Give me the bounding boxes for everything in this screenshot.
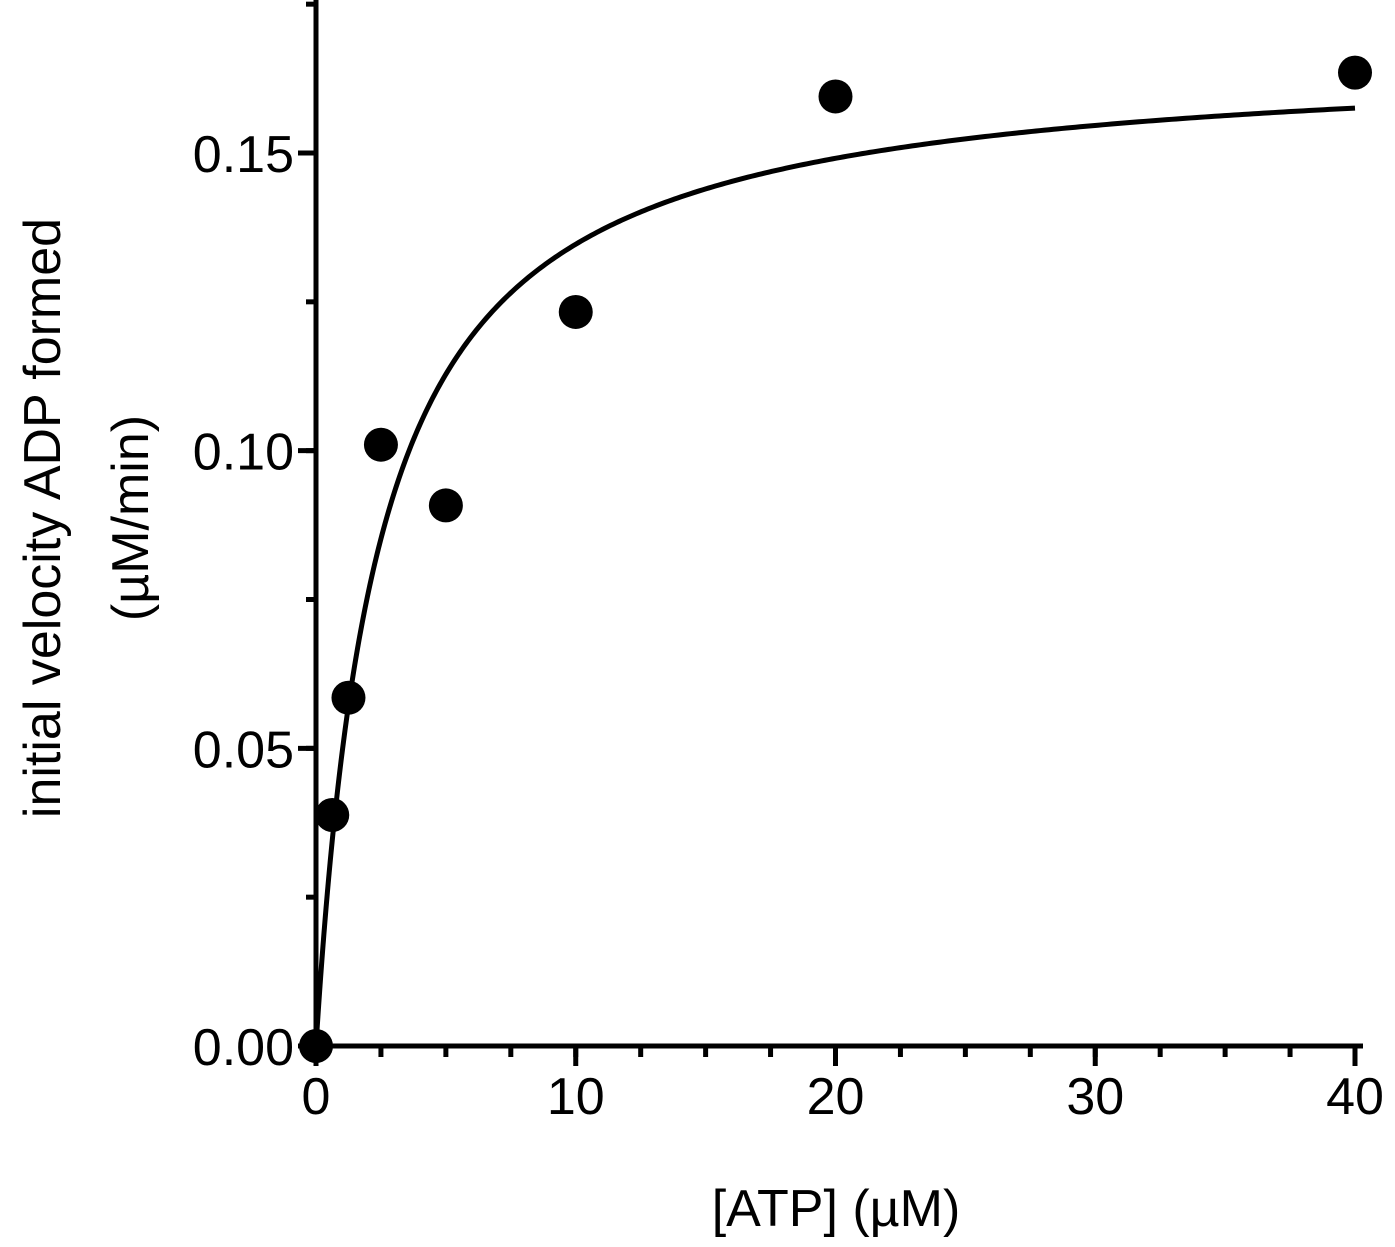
data-point xyxy=(331,680,366,715)
fit-curve-layer xyxy=(313,105,1356,1047)
data-point xyxy=(299,1029,333,1063)
y-axis-title-line1: initial velocity ADP formed xyxy=(14,218,72,818)
x-tick-label: 10 xyxy=(547,1068,605,1126)
y-tick-label: 0.10 xyxy=(193,424,294,482)
data-point xyxy=(363,427,398,462)
axes xyxy=(313,0,1363,1049)
data-point xyxy=(428,488,463,523)
y-tick-label: 0.00 xyxy=(193,1019,294,1077)
fit-curve xyxy=(313,105,1356,1047)
data-point xyxy=(1338,55,1372,90)
y-tick-label: 0.15 xyxy=(193,126,294,184)
y-tick-label: 0.05 xyxy=(193,721,294,779)
data-point xyxy=(315,798,350,833)
data-point xyxy=(558,294,593,329)
tick-labels: 0.00 0.05 0.10 0.15 0 10 20 30 40 xyxy=(193,126,1384,1126)
x-tick-label: 30 xyxy=(1066,1068,1124,1126)
data-points-layer xyxy=(299,55,1372,1063)
x-tick-label: 20 xyxy=(807,1068,865,1126)
x-tick-label: 0 xyxy=(302,1068,331,1126)
x-tick-label: 40 xyxy=(1326,1068,1384,1126)
y-axis-title-line2: (µM/min) xyxy=(102,415,160,621)
ticks xyxy=(298,1,1358,1066)
data-point xyxy=(818,79,853,114)
x-axis-title: [ATP] (µM) xyxy=(712,1180,961,1238)
